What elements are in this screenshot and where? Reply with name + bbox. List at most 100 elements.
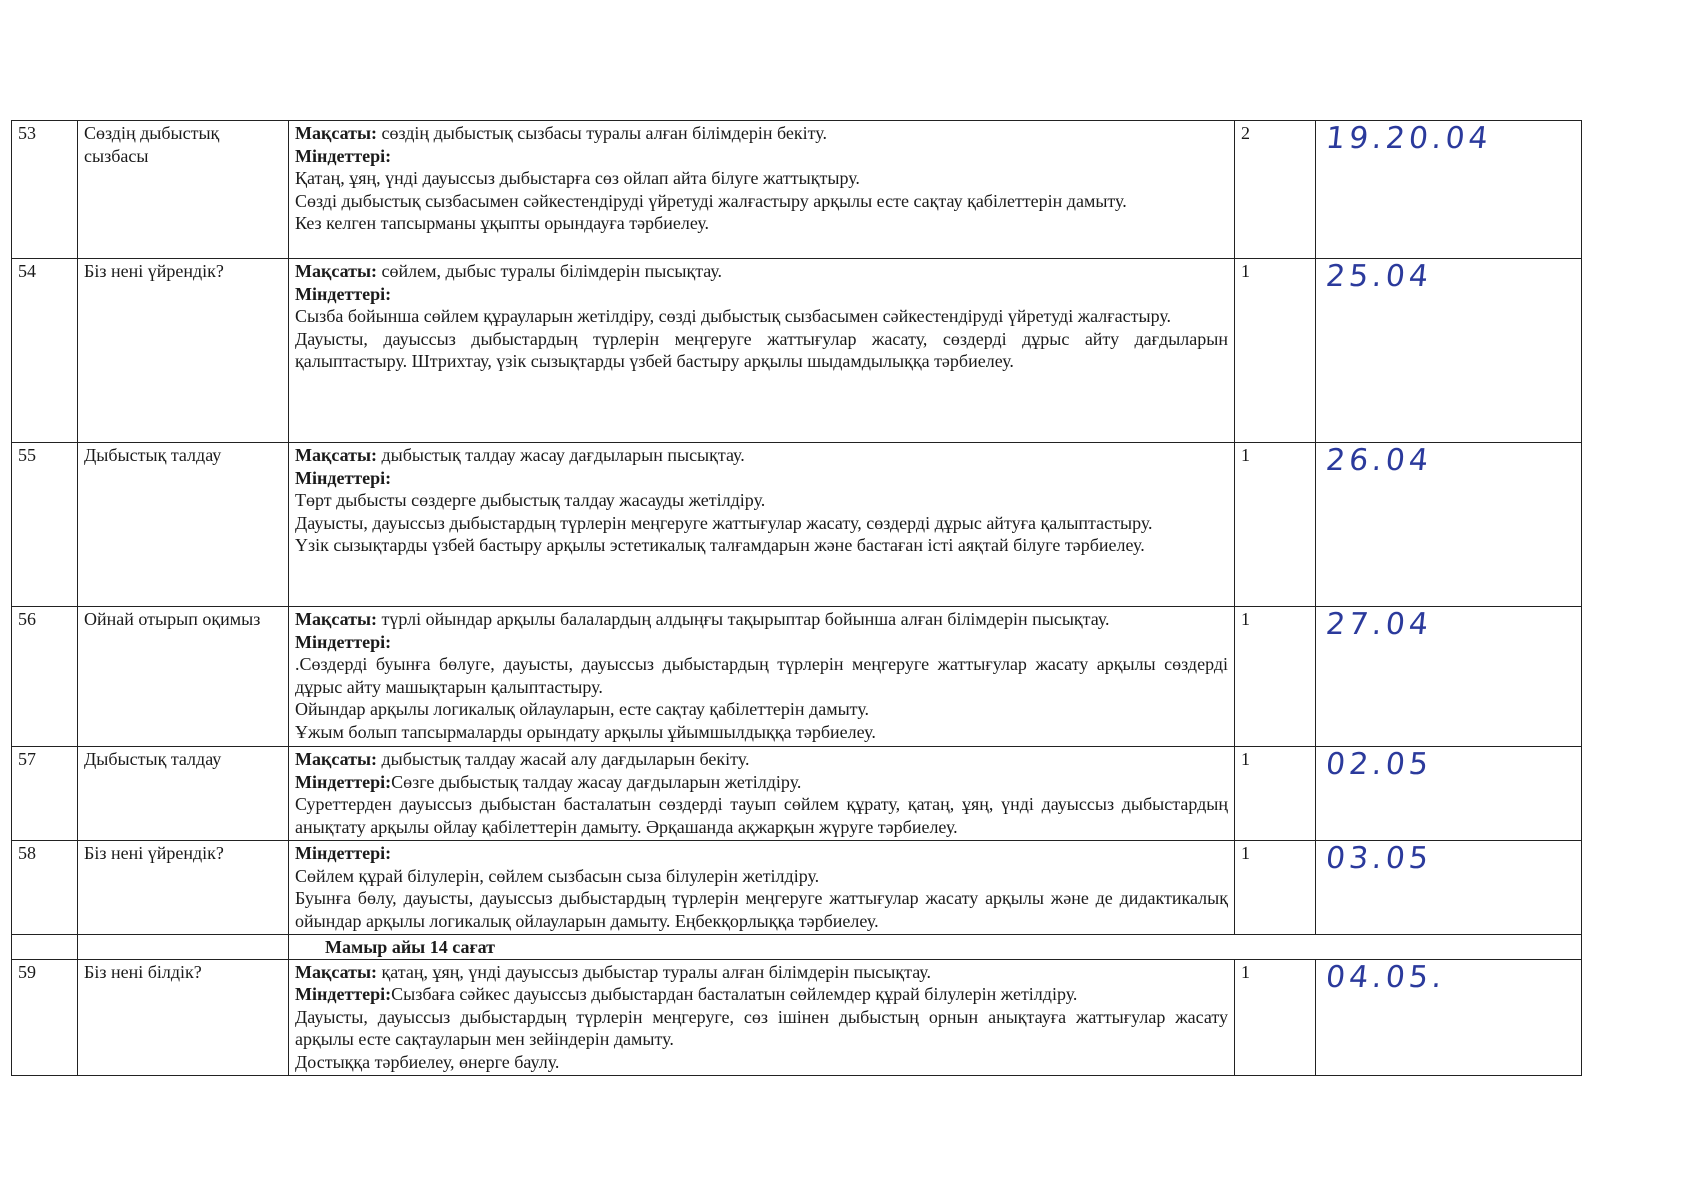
lesson-number: 59 (11, 958, 78, 1076)
task-paragraph: Сөзді дыбыстық сызбасымен сәйкестендіруд… (295, 190, 1127, 211)
tasks-label: Міндеттері: (295, 631, 392, 652)
lesson-number: 58 (11, 840, 78, 935)
handwritten-date: 19.20.04 (1324, 121, 1494, 157)
lesson-description: Міндеттері: Сөйлем құрай білулерін, сөйл… (288, 840, 1235, 935)
lesson-row: 58 Біз нені үйрендік? Міндеттері: Сөйлем қ… (11, 840, 1582, 935)
lesson-number: 55 (11, 442, 78, 607)
tasks-line: Міндеттері: (295, 283, 1228, 306)
tasks-line: Міндеттері:Сөзге дыбыстық талдау жасау д… (295, 771, 1228, 794)
lesson-description: Мақсаты: түрлі ойындар арқылы балалардың… (288, 606, 1235, 747)
goal-text: дыбыстық талдау жасау дағдыларын пысықта… (377, 445, 745, 465)
goal-line: Мақсаты: дыбыстық талдау жасай алу дағды… (295, 748, 1228, 771)
goal-label: Мақсаты: (295, 261, 377, 281)
task-paragraph: Кез келген тапсырманы ұқыпты орындауға т… (295, 213, 710, 233)
goal-text: дыбыстық талдау жасай алу дағдыларын бек… (377, 749, 750, 769)
goal-text: сөздің дыбыстық сызбасы туралы алған біл… (377, 123, 827, 143)
tasks-label: Міндеттері: (295, 145, 392, 166)
task-paragraph: Ойындар арқылы логикалық ойлауларын, ест… (295, 699, 870, 719)
lesson-description: Мақсаты: дыбыстық талдау жасау дағдылары… (288, 442, 1235, 607)
tasks-label: Міндеттері: (295, 984, 392, 1004)
hours-count: 1 (1234, 958, 1316, 1076)
task-paragraph: Дауысты, дауыссыз дыбыстардың түрлерін м… (295, 512, 1153, 533)
lesson-number: 54 (11, 258, 78, 443)
goal-text: түрлі ойындар арқылы балалардың алдыңғы … (377, 609, 1110, 629)
lesson-row: 54 Біз нені үйрендік? Мақсаты: сөйлем, дыб… (11, 258, 1582, 443)
hours-count: 2 (1234, 120, 1316, 259)
task-paragraph: Дауысты, дауыссыз дыбыстардың түрлерін м… (295, 328, 1228, 372)
lesson-row: 53 Сөздің дыбыстық сызбасы Мақсаты: сөздің… (11, 120, 1582, 259)
goal-label: Мақсаты: (295, 749, 377, 769)
date-cell: 02.05 (1315, 746, 1582, 841)
lesson-row: 56 Ойнай отырып оқимыз Мақсаты: түрлі ойын… (11, 606, 1582, 747)
lesson-plan-table: 53 Сөздің дыбыстық сызбасы Мақсаты: сөздің… (11, 120, 1582, 1076)
empty-cell (77, 934, 289, 960)
lesson-topic: Біз нені үйрендік? (77, 258, 289, 443)
date-cell: 04.05. (1315, 958, 1582, 1076)
goal-line: Мақсаты: сөйлем, дыбыс туралы білімдерін… (295, 260, 1228, 283)
date-cell: 26.04 (1315, 442, 1582, 607)
tasks-label: Міндеттері: (295, 283, 392, 304)
goal-text: сөйлем, дыбыс туралы білімдерін пысықтау… (377, 261, 723, 281)
hours-count: 1 (1234, 258, 1316, 443)
tasks-inline-text: Сызбаға сәйкес дауыссыз дыбыстардан баст… (391, 984, 1078, 1004)
lesson-topic: Біз нені білдік? (77, 958, 289, 1076)
lesson-topic: Дыбыстық талдау (77, 746, 289, 841)
goal-text: қатаң, ұяң, үнді дауыссыз дыбыстар турал… (377, 961, 931, 982)
month-heading: Мамыр айы 14 сағат (288, 934, 1582, 960)
tasks-label: Міндеттері: (295, 771, 392, 792)
tasks-line: Міндеттері: (295, 467, 1228, 490)
lesson-topic: Ойнай отырып оқимыз (77, 606, 289, 747)
goal-label: Мақсаты: (295, 961, 377, 982)
task-paragraph: Сөйлем құрай білулерін, сөйлем сызбасын … (295, 865, 820, 886)
tasks-inline-text: Сөзге дыбыстық талдау жасау дағдыларын ж… (391, 771, 802, 792)
task-paragraph: Сызба бойынша сөйлем құрауларын жетілдір… (295, 306, 1172, 326)
goal-label: Мақсаты: (295, 123, 377, 143)
lesson-description: Мақсаты: сөздің дыбыстық сызбасы туралы … (288, 120, 1235, 259)
handwritten-date: 25.04 (1324, 259, 1434, 295)
tasks-label: Міндеттері: (295, 467, 392, 488)
task-paragraph: Достыққа тәрбиелеу, өнерге баулу. (295, 1051, 560, 1072)
lesson-number: 53 (11, 120, 78, 259)
tasks-line: Міндеттері: (295, 145, 1228, 168)
date-cell: 19.20.04 (1315, 120, 1582, 259)
goal-line: Мақсаты: дыбыстық талдау жасау дағдылары… (295, 444, 1228, 467)
task-paragraph: Буынға бөлу, дауысты, дауыссыз дыбыстард… (295, 888, 1228, 931)
date-cell: 27.04 (1315, 606, 1582, 747)
goal-line: Мақсаты: сөздің дыбыстық сызбасы туралы … (295, 122, 1228, 145)
handwritten-date: 02.05 (1324, 747, 1434, 783)
empty-cell (11, 934, 78, 960)
hours-count: 1 (1234, 606, 1316, 747)
lesson-description: Мақсаты: сөйлем, дыбыс туралы білімдерін… (288, 258, 1235, 443)
tasks-line: Міндеттері: (295, 631, 1228, 654)
date-cell: 25.04 (1315, 258, 1582, 443)
month-row: Мамыр айы 14 сағат (11, 934, 1582, 960)
lesson-row: 57 Дыбыстық талдау Мақсаты: дыбыстық талда… (11, 746, 1582, 841)
hours-count: 1 (1234, 840, 1316, 935)
tasks-line: Міндеттері: (295, 842, 1228, 865)
task-paragraph: Қатаң, ұяң, үнді дауыссыз дыбыстарға сөз… (295, 168, 860, 188)
goal-label: Мақсаты: (295, 609, 377, 629)
task-paragraph: Дауысты, дауыссыз дыбыстардың түрлерін м… (295, 1006, 1228, 1050)
hours-count: 1 (1234, 746, 1316, 841)
goal-label: Мақсаты: (295, 445, 377, 465)
handwritten-date: 26.04 (1324, 443, 1434, 479)
date-cell: 03.05 (1315, 840, 1582, 935)
task-paragraph: Төрт дыбысты сөздерге дыбыстық талдау жа… (295, 490, 766, 510)
lesson-row: 59 Біз нені білдік? Мақсаты: қатаң, ұяң, ү… (11, 958, 1582, 1076)
lesson-description: Мақсаты: қатаң, ұяң, үнді дауыссыз дыбыс… (288, 958, 1235, 1076)
handwritten-date: 27.04 (1324, 607, 1434, 643)
hours-count: 1 (1234, 442, 1316, 607)
handwritten-date: 04.05. (1324, 959, 1448, 995)
lesson-topic: Сөздің дыбыстық сызбасы (77, 120, 289, 259)
tasks-label: Міндеттері: (295, 843, 392, 863)
lesson-number: 56 (11, 606, 78, 747)
lesson-row: 55 Дыбыстық талдау Мақсаты: дыбыстық талда… (11, 442, 1582, 607)
lesson-description: Мақсаты: дыбыстық талдау жасай алу дағды… (288, 746, 1235, 841)
tasks-line: Міндеттері:Сызбаға сәйкес дауыссыз дыбыс… (295, 983, 1228, 1006)
goal-line: Мақсаты: түрлі ойындар арқылы балалардың… (295, 608, 1228, 631)
goal-line: Мақсаты: қатаң, ұяң, үнді дауыссыз дыбыс… (295, 961, 1228, 984)
handwritten-date: 03.05 (1324, 841, 1434, 877)
lesson-topic: Біз нені үйрендік? (77, 840, 289, 935)
lesson-topic: Дыбыстық талдау (77, 442, 289, 607)
task-paragraph: Үзік сызықтарды үзбей бастыру арқылы эст… (295, 535, 1145, 555)
